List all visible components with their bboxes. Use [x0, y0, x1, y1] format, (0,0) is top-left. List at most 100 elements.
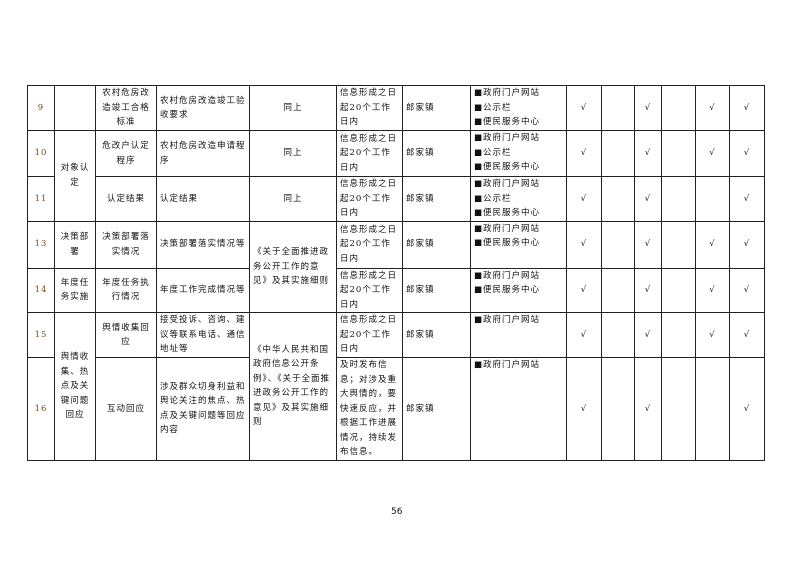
time-cell: 信息形成之日起20个工作日内: [336, 176, 403, 222]
category-cell: [54, 85, 96, 131]
page-number: 56: [391, 507, 403, 517]
row-number: 16: [27, 357, 55, 461]
time-cell: 信息形成之日起20个工作日内: [336, 130, 403, 177]
channel-item: ■便民服务中心: [474, 208, 541, 218]
disclosure-table: 9 农村危房改造竣工合格标准 农村危房改造竣工验收要求 同上 信息形成之日起20个工作日…: [27, 85, 765, 461]
table-row: 9 农村危房改造竣工合格标准 农村危房改造竣工验收要求 同上 信息形成之日起20个工作日…: [27, 85, 765, 131]
table-row: 10 对象认定 危改户认定程序 农村危房改造申请程序 同上 信息形成之日起20个工作日内郎…: [27, 130, 765, 222]
subject-cell: 郎家镇: [402, 267, 471, 313]
row-number: 14: [27, 267, 55, 313]
basis-cell: 同上: [249, 85, 337, 131]
check-cell: √: [695, 220, 730, 269]
category-cell: 对象认定: [54, 130, 96, 222]
time-cell: 信息形成之日起20个工作日内: [336, 312, 403, 358]
check-cell: √: [566, 130, 602, 177]
channels-cell: ■政府门户网站 ■公示栏 ■便民服务中心: [470, 85, 567, 131]
check-cell: [661, 267, 696, 313]
time-cell: 信息形成之日起20个工作日内: [336, 267, 403, 313]
check-cell: √: [695, 85, 730, 131]
check-cell: [661, 220, 696, 269]
time-cell: 及时发布信息；对涉及重大舆情的，要快速反应，并根据工作进展情况，持续发布信息。: [336, 357, 403, 461]
subject-cell: 郎家镇: [402, 220, 471, 269]
content-cell: 农村危房改造申请程序: [156, 130, 250, 177]
item-cell: 农村危房改造竣工合格标准: [95, 85, 157, 131]
item-cell: 危改户认定程序: [95, 130, 157, 177]
check-cell: √: [729, 176, 765, 222]
check-cell: √: [634, 130, 662, 177]
check-cell: √: [634, 357, 662, 461]
content-cell: 涉及群众切身利益和舆论关注的焦点、热点及关键问题等回应内容: [156, 357, 250, 461]
channels-cell: ■政府门户网站 ■便民服务中心: [470, 267, 567, 313]
check-cell: √: [695, 312, 730, 358]
check-cell: √: [729, 130, 765, 177]
category-cell: 舆情收集、热点及关键问题回应: [54, 312, 96, 461]
channel-item: ■公示栏: [474, 147, 512, 158]
check-cell: √: [566, 312, 602, 358]
channels-cell: ■政府门户网站: [470, 312, 567, 358]
check-cell: [601, 312, 635, 358]
subject-cell: 郎家镇: [402, 312, 471, 358]
check-cell: [661, 130, 696, 177]
table-row: 14 年度任务实施 年度任务执行情况 年度工作完成情况等 信息形成之日起20个工作日内郎…: [27, 267, 765, 313]
check-cell: [601, 357, 635, 461]
check-cell: √: [566, 220, 602, 269]
basis-cell: 《中华人民共和国政府信息公开条例》、《关于全面推进政务公开工作的意见》及其实施细…: [249, 312, 337, 461]
check-cell: [601, 85, 635, 131]
check-cell: √: [695, 130, 730, 177]
channel-item: ■政府门户网站: [474, 223, 541, 234]
check-cell: √: [566, 176, 602, 222]
content-cell: 决策部署落实情况等: [156, 220, 250, 269]
row-number: 10: [27, 130, 55, 177]
item-cell: 舆情收集回应: [95, 312, 157, 358]
check-cell: √: [634, 267, 662, 313]
check-cell: [601, 176, 635, 222]
channel-item: ■政府门户网站: [474, 360, 541, 370]
channel-item: ■政府门户网站: [474, 270, 541, 281]
content-cell: 接受投诉、咨询、建议等联系电话、通信地址等: [156, 312, 250, 358]
row-number: 9: [27, 85, 55, 131]
table-row: 11 认定结果 认定结果 同上 信息形成之日起20个工作日内 郎家镇 ■政府门户网站 ■公示栏…: [27, 176, 765, 222]
check-cell: √: [634, 220, 662, 269]
item-cell: 认定结果: [95, 176, 157, 222]
check-cell: [661, 312, 696, 358]
check-cell: [601, 220, 635, 269]
check-cell: √: [634, 176, 662, 222]
check-cell: √: [729, 85, 765, 131]
row-number: 11: [27, 176, 55, 222]
subject-cell: 郎家镇: [402, 357, 471, 461]
check-cell: √: [566, 357, 602, 461]
basis-cell: 同上: [249, 130, 337, 177]
table-row: 16 互动回应 涉及群众切身利益和舆论关注的焦点、热点及关键问题等回应内容 及时发布信…: [27, 357, 765, 461]
item-cell: 决策部署落实情况: [95, 220, 157, 269]
check-cell: [661, 85, 696, 131]
content-cell: 认定结果: [156, 176, 250, 222]
channel-item: ■政府门户网站: [474, 133, 541, 143]
channels-cell: ■政府门户网站: [470, 357, 567, 461]
check-cell: √: [566, 267, 602, 313]
channel-item: ■便民服务中心: [474, 117, 541, 127]
check-cell: √: [695, 267, 730, 313]
channels-cell: ■政府门户网站 ■公示栏 ■便民服务中心: [470, 130, 567, 177]
channel-item: ■公示栏: [474, 193, 512, 204]
time-cell: 信息形成之日起20个工作日内: [336, 220, 403, 269]
subject-cell: 郎家镇: [402, 176, 471, 222]
basis-cell: 同上: [249, 176, 337, 222]
channel-item: ■政府门户网站: [474, 315, 541, 325]
channel-item: ■便民服务中心: [474, 285, 541, 295]
channel-item: ■政府门户网站: [474, 179, 541, 189]
subject-cell: 郎家镇: [402, 130, 471, 177]
category-cell: 年度任务实施: [54, 267, 96, 313]
check-cell: √: [729, 357, 765, 461]
channels-cell: ■政府门户网站 ■公示栏 ■便民服务中心: [470, 176, 567, 222]
subject-cell: 郎家镇: [402, 85, 471, 131]
item-cell: 年度任务执行情况: [95, 267, 157, 313]
row-number: 13: [27, 220, 55, 269]
row-number: 15: [27, 312, 55, 358]
check-cell: [661, 357, 696, 461]
time-cell: 信息形成之日起20个工作日内: [336, 85, 403, 131]
channel-item: ■政府门户网站: [474, 88, 541, 98]
table-row: 13 决策部署 决策部署落实情况 决策部署落实情况等 《关于全面推进政务公开工作的意见》…: [27, 220, 765, 313]
check-cell: √: [634, 312, 662, 358]
table-row: 15 舆情收集、热点及关键问题回应 舆情收集回应 接受投诉、咨询、建议等联系电话、通信…: [27, 312, 765, 461]
check-cell: [601, 130, 635, 177]
